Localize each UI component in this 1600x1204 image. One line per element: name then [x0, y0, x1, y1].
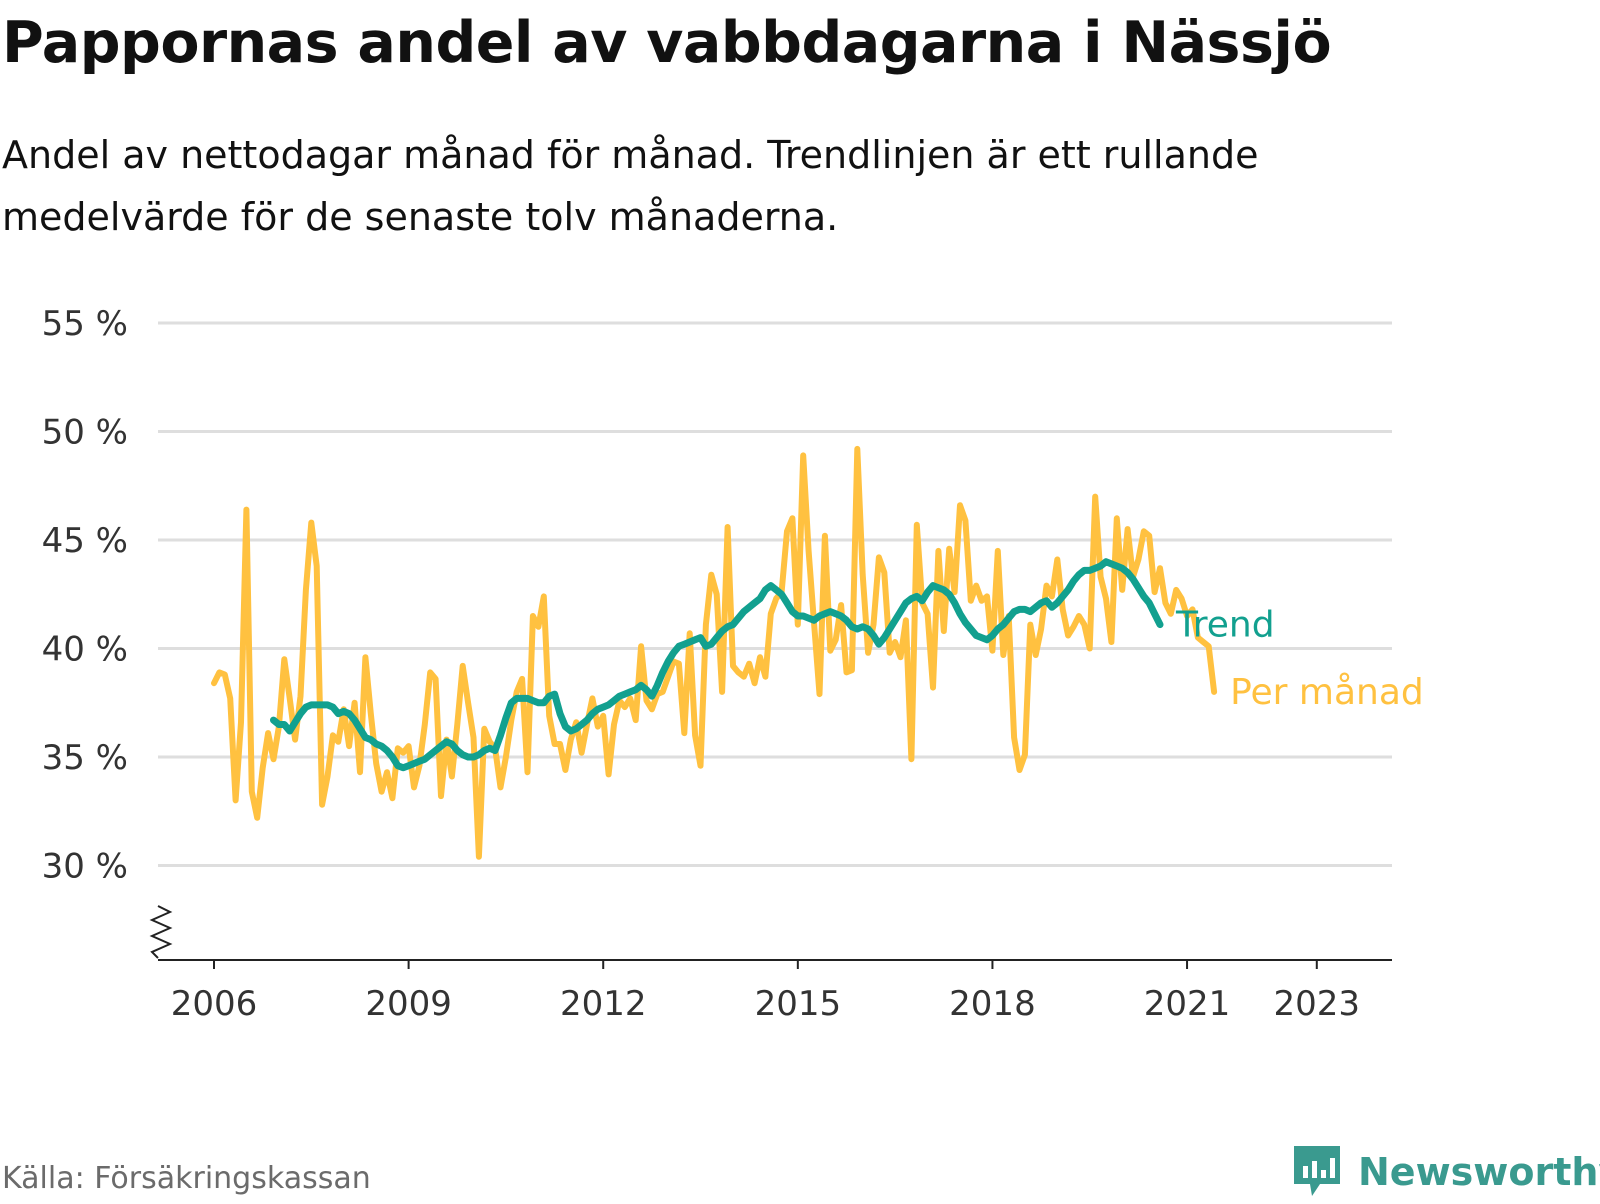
trend-series-label: Trend: [1175, 605, 1275, 646]
x-tick-label: 2006: [171, 984, 258, 1024]
brand-logo[interactable]: Newsworthy: [1290, 1140, 1600, 1204]
y-tick-label: 50 %: [42, 413, 128, 453]
y-tick-label: 55 %: [42, 304, 128, 344]
chart-area: 30 % 35 % 40 % 45 % 50 % 55 % 2006 2009 2012 201…: [42, 304, 1424, 1024]
trend-line: [270, 558, 1164, 772]
chart-title: Pappornas andel av vabbdagarna i Nässjö: [2, 10, 1332, 76]
x-tick-label: 2009: [365, 984, 452, 1024]
y-tick-label: 30 %: [42, 847, 128, 887]
x-tick-label: 2015: [755, 984, 842, 1024]
series-labels: Per månad Trend: [1175, 605, 1424, 713]
newsworthy-logo-icon: [1294, 1146, 1340, 1196]
x-tick-label: 2018: [949, 984, 1036, 1024]
y-axis-ticks: 30 % 35 % 40 % 45 % 50 % 55 %: [42, 304, 128, 887]
x-axis: 2006 2009 2012 2015 2018 2021 2023: [149, 905, 1392, 1024]
monthly-line: [211, 445, 1218, 860]
axis-break-icon: [149, 905, 173, 959]
brand-name: Newsworthy: [1358, 1150, 1600, 1194]
y-tick-label: 40 %: [42, 630, 128, 670]
chart-subtitle: Andel av nettodagar månad för månad. Tre…: [2, 133, 1259, 239]
monthly-series-label: Per månad: [1230, 672, 1424, 713]
grid-lines: [158, 321, 1392, 867]
source-note: Källa: Försäkringskassan: [2, 1161, 371, 1196]
y-tick-label: 45 %: [42, 521, 128, 561]
x-tick-label: 2012: [560, 984, 647, 1024]
x-tick-label: 2021: [1144, 984, 1231, 1024]
y-tick-label: 35 %: [42, 738, 128, 778]
x-tick-label: 2023: [1274, 984, 1361, 1024]
series-lines: [211, 445, 1218, 860]
